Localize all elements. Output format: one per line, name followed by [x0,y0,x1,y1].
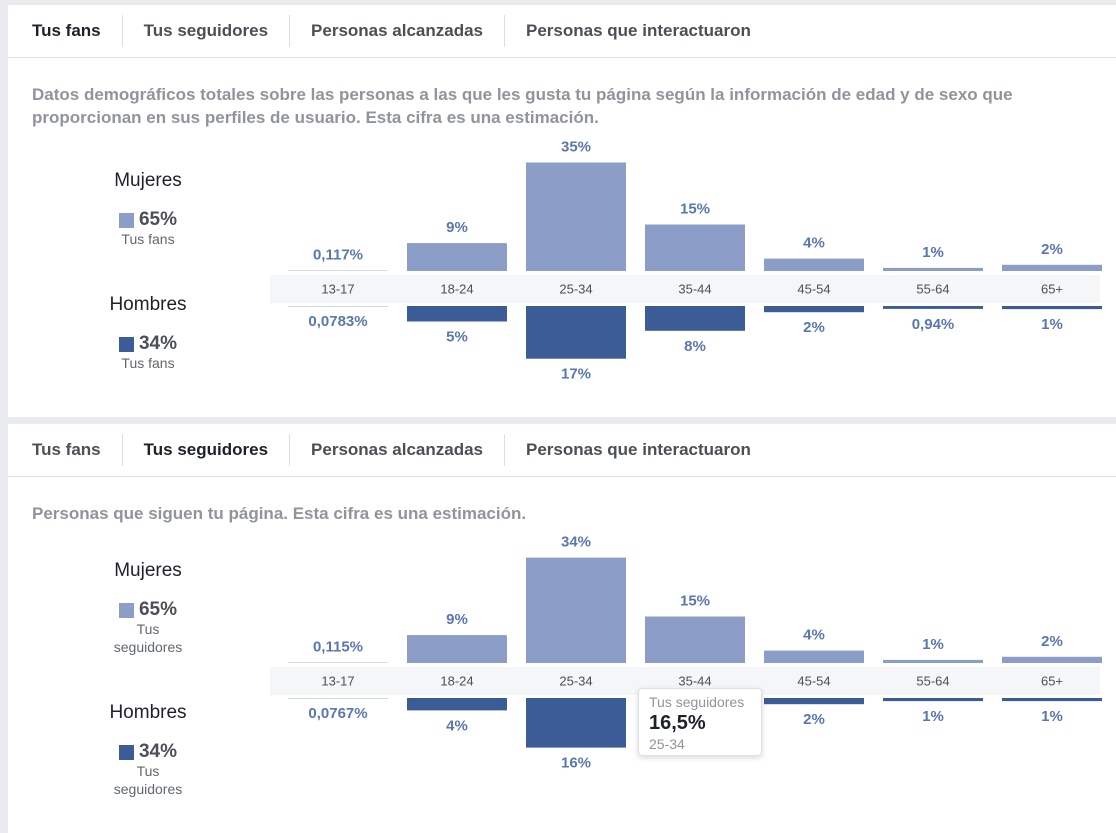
legend-sublabel: Tus seguidores [113,763,183,797]
legend-row: 65% [90,600,206,620]
legend-row: 65% [90,210,206,230]
tab[interactable]: Personas alcanzadas [289,15,504,47]
legend: Hombres 34% Tus fans [90,294,206,372]
tab-bar: Tus fans Tus seguidores Personas alcanzada… [8,424,1116,477]
legend-row: 34% [90,742,206,762]
description: Datos demográficos totales sobre las per… [32,85,1013,127]
tab[interactable]: Personas alcanzadas [289,434,504,466]
panel: Tus fans Tus seguidores Personas alcanzada… [8,424,1116,833]
legend-total: 34% [138,741,178,762]
legend: Mujeres 65% Tus fans [90,170,206,248]
tab[interactable]: Personas que interactuaron [504,15,772,47]
legend-total: 34% [138,333,178,354]
tab[interactable]: Tus fans [32,440,101,459]
legend-sublabel: Tus fans [121,231,175,247]
tab[interactable]: Tus seguidores [121,434,289,466]
tab[interactable]: Tus seguidores [121,15,289,47]
legend-title: Hombres [109,294,187,315]
legend-total: 65% [138,599,178,620]
legend-swatch [118,212,134,228]
legend: Mujeres 65% Tus seguidores [90,560,206,656]
legend-sublabel: Tus fans [121,355,175,371]
legend-swatch [118,602,134,618]
legend-swatch [118,744,134,760]
tab-bar: Tus fans Tus seguidores Personas alcanzada… [8,5,1116,58]
legend-swatch [118,336,134,352]
legend-title: Mujeres [114,560,182,581]
tab[interactable]: Personas que interactuaron [504,434,772,466]
tooltip-value: 16,5% [649,712,706,734]
legend-total: 65% [138,209,178,230]
tab[interactable]: Tus fans [32,21,101,40]
legend-sublabel: Tus seguidores [113,621,183,655]
legend-title: Mujeres [114,170,182,191]
tooltip: Tus seguidores 16,5% 25-34 [638,688,762,756]
tooltip-title: Tus seguidores [649,694,745,710]
description: Personas que siguen tu página. Esta cifr… [32,504,527,523]
legend-row: 34% [90,334,206,354]
legend: Hombres 34% Tus seguidores [90,702,206,798]
legend-title: Hombres [109,702,187,723]
panel: Tus fans Tus seguidores Personas alcanzada… [8,5,1116,417]
tooltip-category: 25-34 [649,736,685,752]
